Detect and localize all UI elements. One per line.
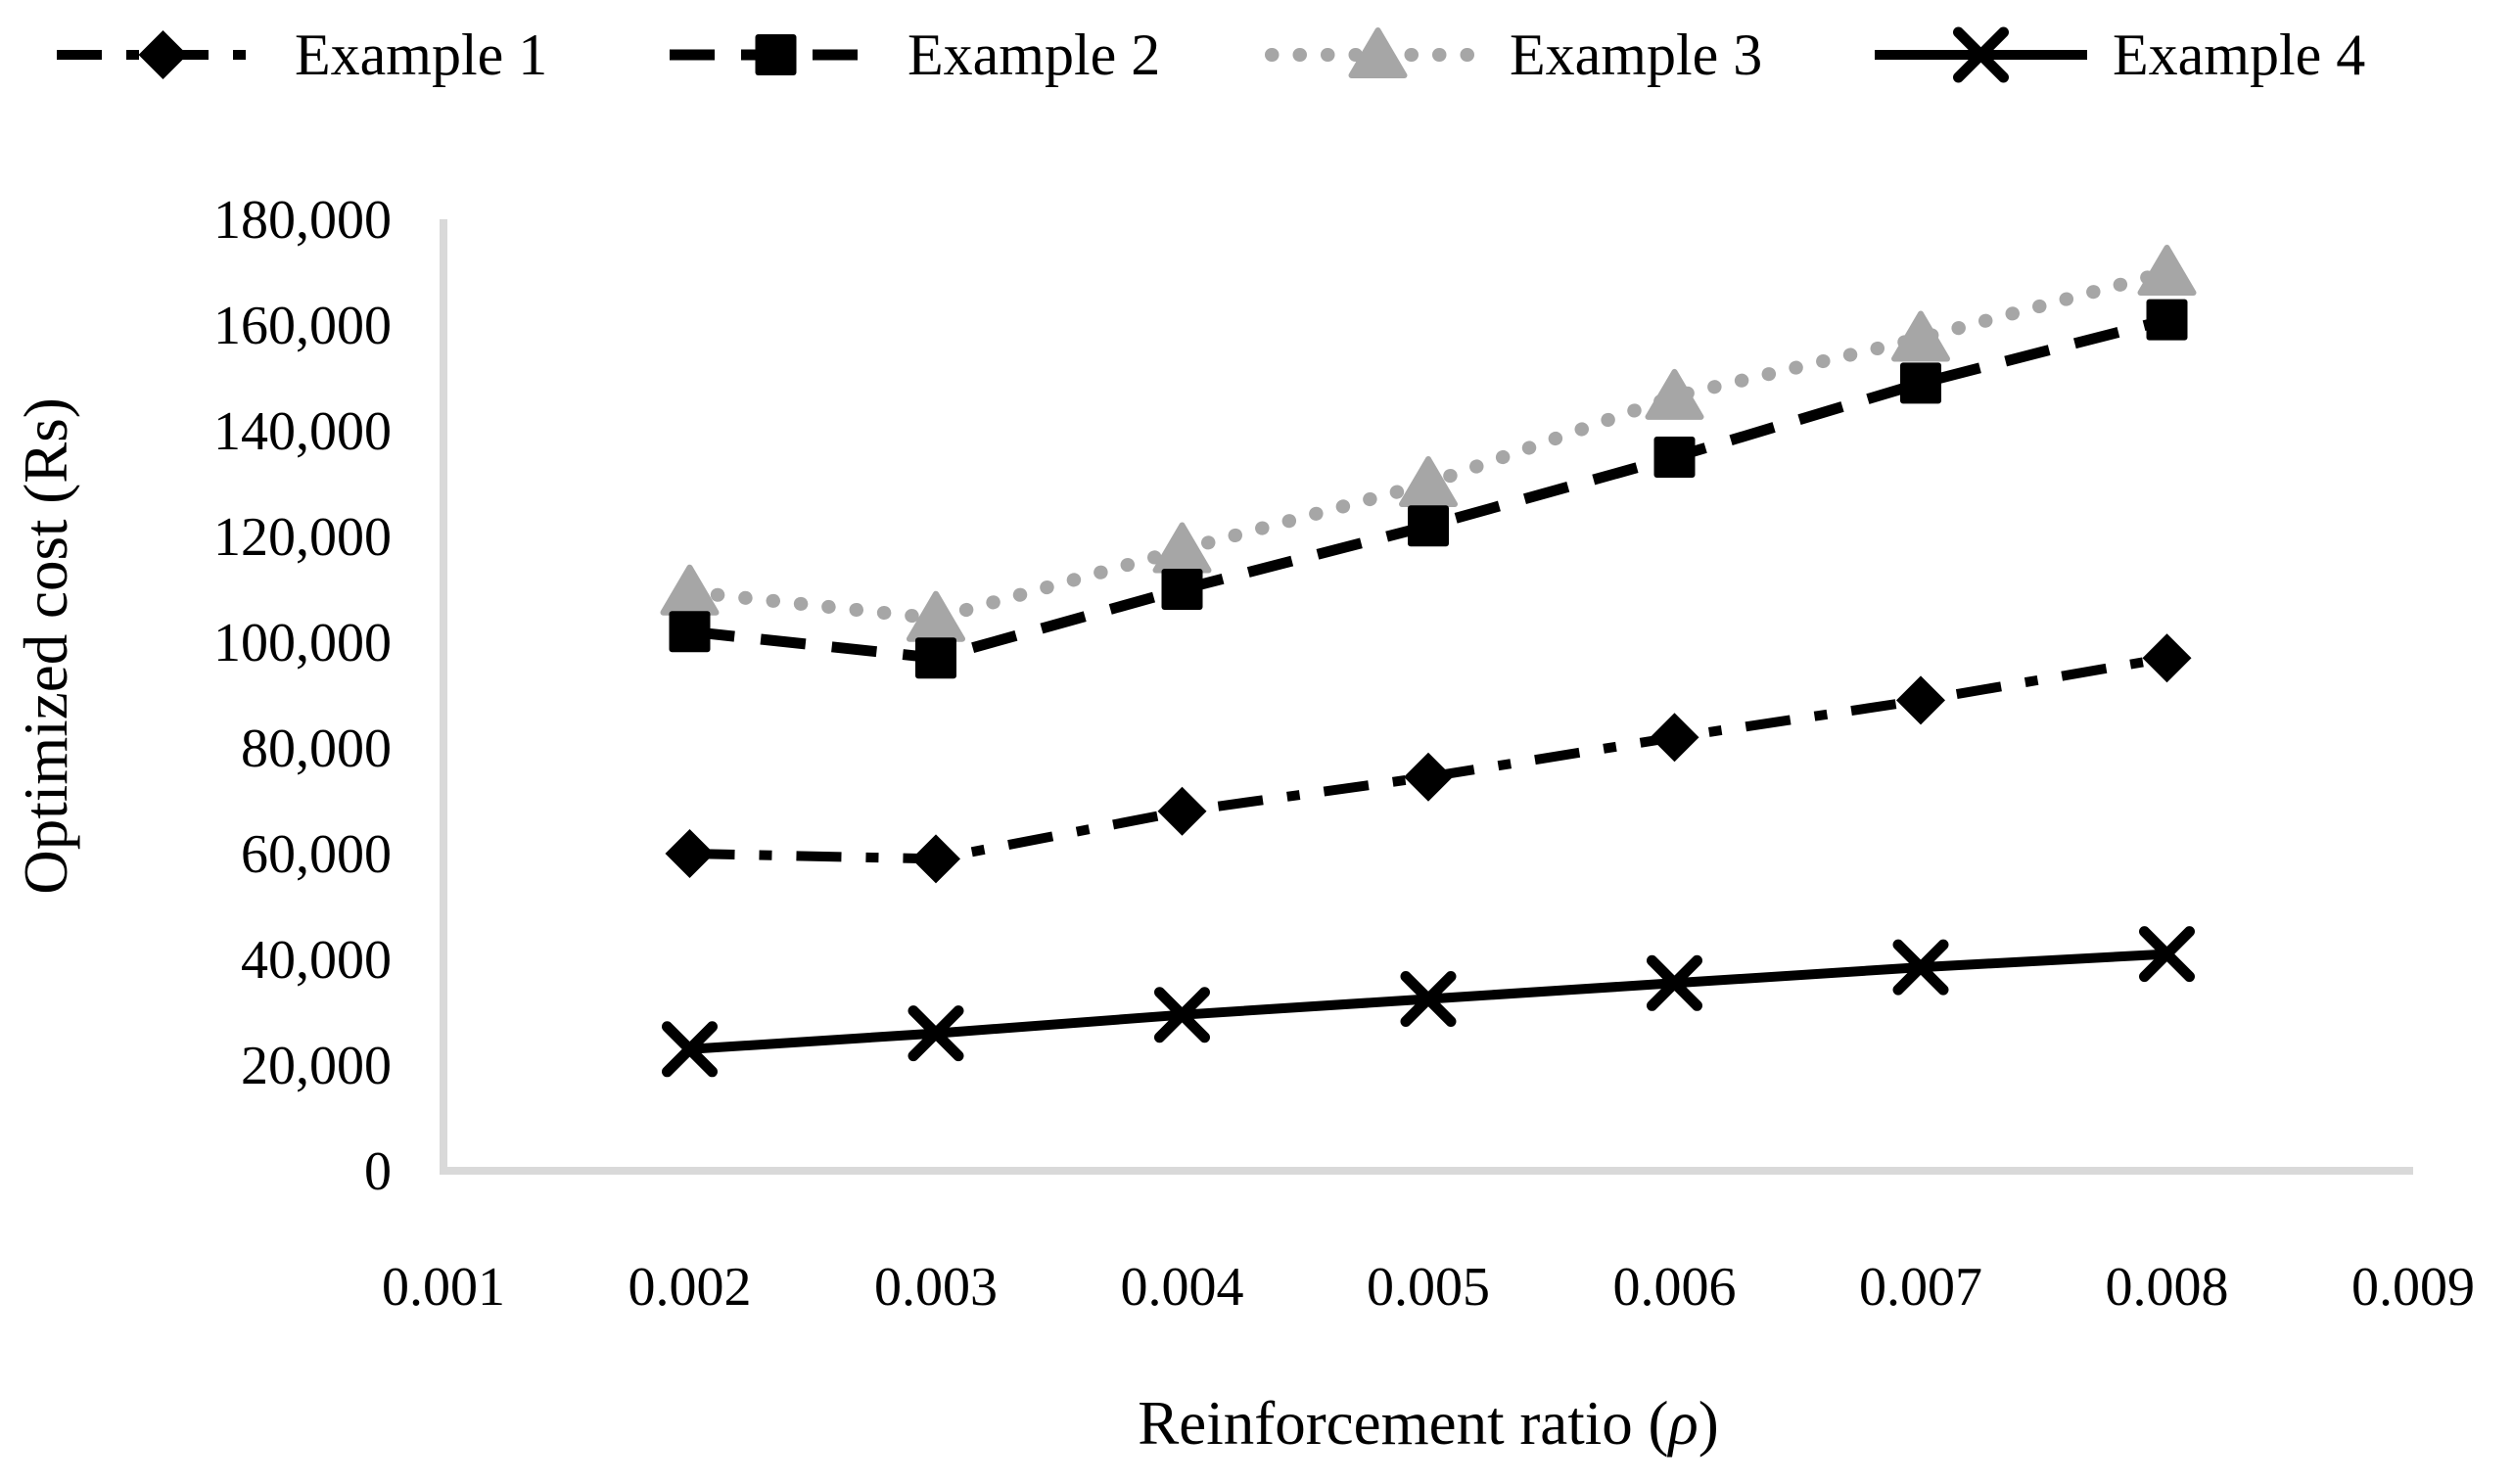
example-3-point-0.006 (1645, 368, 1704, 420)
legend-item-example-4: Example 4 (1875, 23, 2365, 87)
x-tick-label: 0.005 (1367, 1257, 1490, 1318)
y-tick-label: 100,000 (213, 613, 392, 673)
example-2-point-0.006 (1653, 437, 1696, 478)
example-3-series (660, 245, 2197, 642)
square-marker-icon (755, 34, 797, 75)
x-axis-tick-labels: 0.001 0.002 0.003 0.004 0.005 0.006 0.007 0.008… (382, 1257, 2475, 1318)
example-2-point-0.004 (1161, 569, 1203, 610)
x-tick-label: 0.003 (874, 1257, 998, 1318)
example-1-point-0.002 (665, 829, 715, 878)
example-1-point-0.005 (1404, 752, 1453, 802)
example-4-series (662, 926, 2195, 1078)
axes (440, 219, 2413, 1175)
x-tick-label: 0.002 (628, 1257, 752, 1318)
x-tick-label: 0.008 (2106, 1257, 2229, 1318)
example-4-point-0.004 (1154, 987, 1210, 1043)
legend-label: Example 2 (907, 23, 1160, 87)
legend-item-example-1: Example 1 (57, 23, 547, 87)
example-3-point-0.007 (1891, 310, 1950, 362)
y-axis-title: Optimized cost (Rs) (12, 397, 80, 894)
example-1-point-0.007 (1896, 675, 1945, 725)
y-axis-tick-labels: 0 20,000 40,000 60,000 80,000 100,000 120,000 1… (213, 190, 392, 1202)
example-1-point-0.003 (911, 834, 960, 884)
data-series-layer (660, 245, 2197, 1078)
chart-legend: Example 1 Example 2 Example 3 Example 4 (57, 23, 2365, 87)
example-2-point-0.003 (915, 637, 956, 679)
diamond-marker-icon (138, 30, 188, 79)
example-4-point-0.007 (1892, 939, 1949, 996)
example-4-point-0.008 (2139, 926, 2195, 983)
example-2-series (669, 299, 2188, 679)
legend-item-example-2: Example 2 (670, 23, 1160, 87)
example-2-point-0.005 (1408, 505, 1449, 547)
triangle-marker-icon (1348, 27, 1408, 78)
example-2-point-0.002 (669, 611, 711, 653)
legend-label: Example 1 (295, 23, 547, 87)
example-3-point-0.008 (2137, 245, 2197, 296)
y-tick-label: 160,000 (213, 296, 392, 356)
example-3-point-0.004 (1152, 522, 1212, 574)
x-tick-label: 0.006 (1613, 1257, 1737, 1318)
example-1-series (665, 633, 2192, 884)
example-2-point-0.008 (2146, 299, 2188, 341)
y-tick-label: 40,000 (241, 930, 392, 991)
y-tick-label: 140,000 (213, 401, 392, 462)
x-tick-label: 0.004 (1121, 1257, 1244, 1318)
y-tick-label: 120,000 (213, 507, 392, 568)
x-tick-label: 0.007 (1859, 1257, 1982, 1318)
legend-item-example-3: Example 3 (1265, 23, 1762, 87)
y-tick-label: 20,000 (241, 1036, 392, 1096)
example-4-point-0.003 (907, 1005, 964, 1062)
y-tick-label: 0 (364, 1141, 392, 1202)
y-tick-label: 180,000 (213, 190, 392, 251)
example-1-point-0.008 (2142, 633, 2192, 683)
example-1-point-0.004 (1157, 786, 1207, 836)
example-4-point-0.005 (1400, 971, 1457, 1027)
example-3-point-0.002 (660, 564, 720, 616)
example-1-point-0.006 (1650, 713, 1699, 763)
legend-label: Example 4 (2113, 23, 2365, 87)
example-3-line (682, 265, 2174, 626)
example-4-point-0.002 (662, 1021, 718, 1078)
y-tick-label: 60,000 (241, 824, 392, 885)
example-3-point-0.005 (1399, 456, 1458, 507)
x-axis-title: Reinforcement ratio (ρ) (1138, 1389, 1719, 1458)
y-tick-label: 80,000 (241, 719, 392, 779)
x-tick-label: 0.001 (382, 1257, 505, 1318)
example-4-point-0.006 (1647, 954, 1702, 1011)
example-2-point-0.007 (1900, 362, 1941, 404)
x-tick-label: 0.009 (2351, 1257, 2475, 1318)
x-marker-icon (1953, 26, 2009, 83)
legend-label: Example 3 (1510, 23, 1762, 87)
